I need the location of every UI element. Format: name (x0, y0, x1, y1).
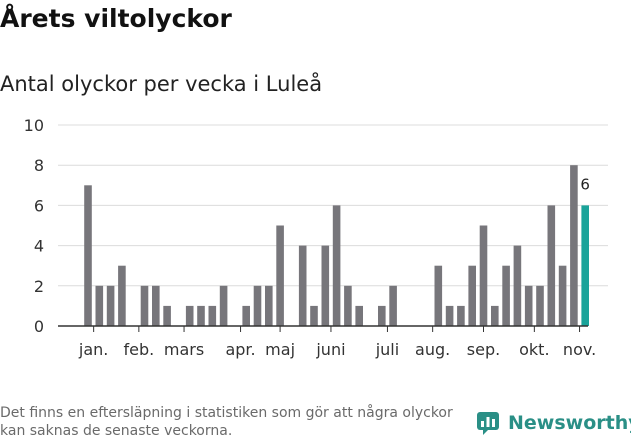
x-tick-label: aug. (415, 340, 450, 359)
data-labels: 6 (580, 175, 590, 193)
bar (524, 285, 533, 326)
bar (434, 265, 443, 326)
bar (84, 185, 92, 326)
bar (558, 265, 567, 326)
x-tick-label: juni (315, 340, 345, 359)
chart-subtitle: Antal olyckor per vecka i Luleå (0, 72, 323, 96)
bar (321, 245, 330, 326)
bar (242, 305, 250, 326)
bar (152, 285, 160, 326)
y-tick-label: 10 (24, 116, 44, 135)
bar (513, 245, 522, 326)
bar (355, 305, 363, 326)
bar (310, 305, 318, 326)
newsworthy-logo[interactable]: Newsworthy (476, 409, 631, 437)
bar (298, 245, 307, 326)
bar (197, 305, 205, 326)
x-tick-label: okt. (519, 340, 549, 359)
y-axis: 0 2 4 6 8 10 (24, 116, 44, 336)
bar (389, 285, 397, 326)
y-tick-label: 4 (34, 237, 44, 256)
bar (106, 285, 115, 326)
x-tick-label: jan. (78, 340, 108, 359)
bar (253, 285, 262, 326)
x-tick-label: sep. (467, 340, 500, 359)
x-tick-label: juli (375, 340, 399, 359)
bars (84, 165, 589, 326)
bar (445, 305, 454, 326)
bar-chart: 0 2 4 6 8 10 jan. feb. mars apr. maj juni juli aug. s… (24, 116, 608, 359)
y-tick-label: 6 (34, 196, 44, 215)
x-tick-label: apr. (225, 340, 255, 359)
y-tick-label: 8 (34, 156, 44, 175)
bar (547, 205, 556, 326)
x-tick-label: feb. (123, 340, 154, 359)
bar (479, 225, 488, 326)
bar (118, 265, 126, 326)
chart-title: Årets viltolyckor (0, 4, 232, 33)
bar (502, 265, 510, 326)
x-tick-label: maj (265, 340, 295, 359)
x-tick-label: mars (164, 340, 204, 359)
brand-name: Newsworthy (508, 412, 631, 434)
bar (570, 165, 578, 326)
bar (163, 305, 171, 326)
bar (378, 305, 386, 326)
bar (219, 285, 228, 326)
footnote: Det finns en eftersläpning i statistiken… (0, 405, 453, 439)
bar (344, 285, 352, 326)
bar (536, 285, 544, 326)
x-axis: jan. feb. mars apr. maj juni juli aug. sep. okt. n… (58, 325, 596, 359)
x-tick-label: nov. (563, 340, 596, 359)
bar (276, 225, 284, 326)
bar (140, 285, 149, 326)
bar (468, 265, 476, 326)
bar (491, 305, 499, 326)
newsworthy-logo-icon (477, 412, 499, 435)
bar (185, 305, 194, 326)
bar (581, 205, 589, 326)
bar (208, 305, 217, 326)
y-tick-label: 2 (34, 277, 44, 296)
bar (457, 305, 465, 326)
bar (332, 205, 341, 326)
bar (95, 285, 104, 326)
y-tick-label: 0 (34, 317, 44, 336)
data-label: 6 (580, 175, 590, 193)
bar (265, 285, 273, 326)
